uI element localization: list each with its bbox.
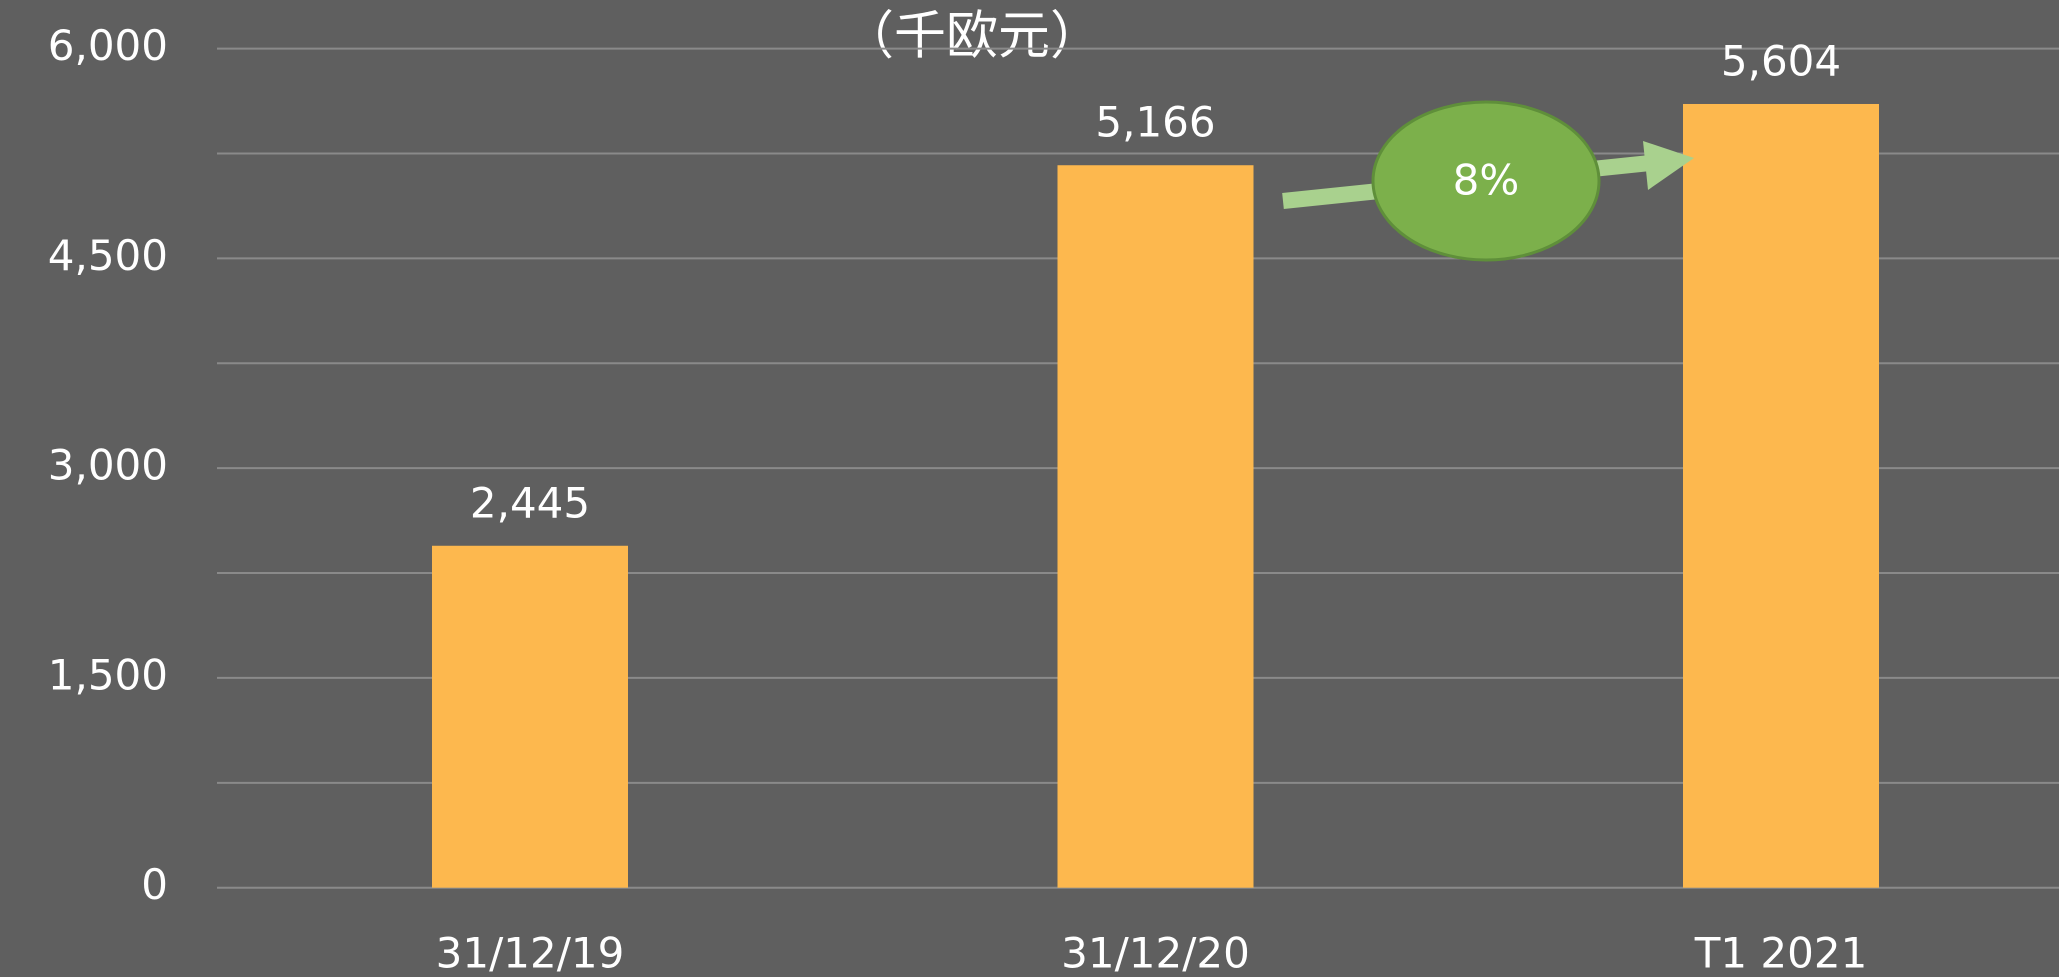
- bar: [1057, 165, 1254, 888]
- value-label: 5,604: [1721, 36, 1841, 85]
- y-tick-label: 1,500: [48, 650, 168, 699]
- value-label: 2,445: [470, 478, 590, 527]
- y-tick-label: 0: [141, 860, 168, 909]
- x-tick-label: 31/12/20: [1061, 929, 1250, 977]
- arrow-head: [1643, 141, 1694, 190]
- x-tick-label: 31/12/19: [436, 929, 625, 977]
- y-tick-label: 4,500: [48, 231, 168, 280]
- growth-badge: [1371, 100, 1601, 262]
- bar: [432, 545, 628, 888]
- x-tick-label: T1 2021: [1694, 929, 1868, 977]
- value-label: 5,166: [1095, 98, 1215, 147]
- y-tick-label: 3,000: [48, 441, 168, 490]
- bar: [1683, 103, 1879, 888]
- chart-title: （千欧元）: [842, 7, 1102, 67]
- y-tick-label: 6,000: [48, 21, 168, 70]
- growth-label: 8%: [1453, 156, 1520, 205]
